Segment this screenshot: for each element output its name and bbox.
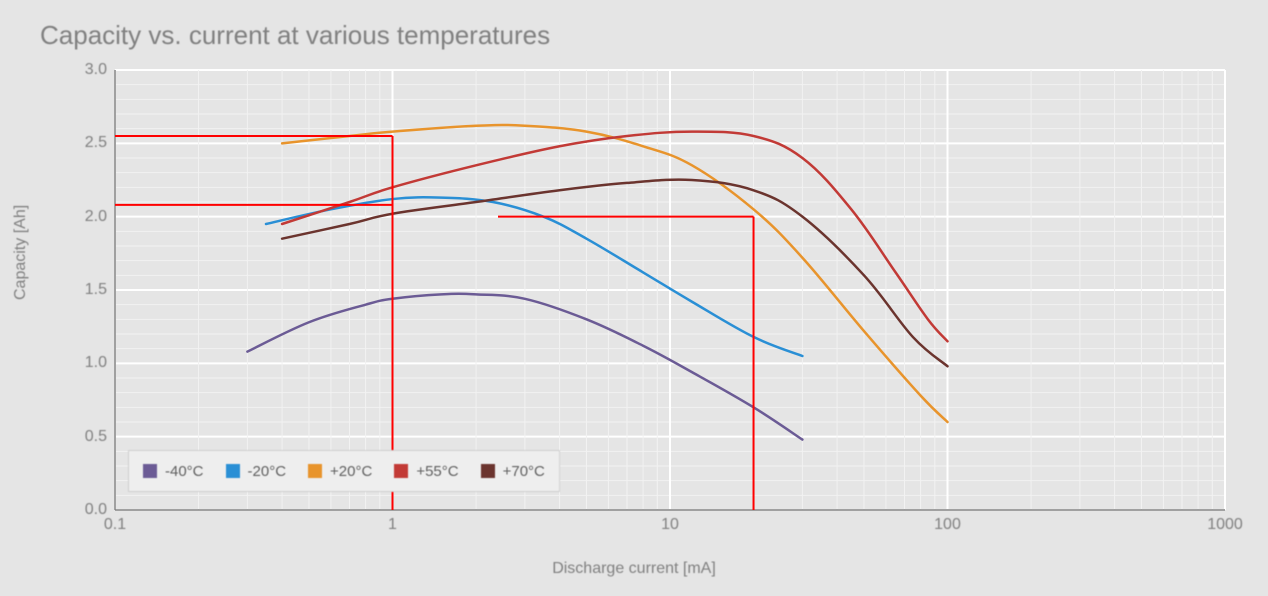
legend-label: +20°C (330, 463, 372, 480)
y-tick: 0.5 (67, 428, 107, 446)
chart-plot (0, 0, 1268, 596)
legend-swatch (226, 464, 240, 478)
y-tick: 2.5 (67, 134, 107, 152)
legend-item: +55°C (394, 463, 458, 480)
legend-item: +20°C (308, 463, 372, 480)
y-tick: 1.5 (67, 281, 107, 299)
y-tick: 1.0 (67, 354, 107, 372)
legend-label: -40°C (165, 463, 204, 480)
legend-label: +70°C (503, 463, 545, 480)
legend-label: +55°C (416, 463, 458, 480)
y-tick: 0.0 (67, 501, 107, 519)
legend-swatch (143, 464, 157, 478)
legend-swatch (394, 464, 408, 478)
x-tick: 1000 (1207, 516, 1243, 534)
x-tick: 1 (388, 516, 397, 534)
y-tick: 3.0 (67, 61, 107, 79)
legend-label: -20°C (248, 463, 287, 480)
legend-item: -40°C (143, 463, 204, 480)
x-tick: 0.1 (104, 516, 126, 534)
chart-container: Capacity vs. current at various temperat… (0, 0, 1268, 596)
y-tick: 2.0 (67, 208, 107, 226)
legend: -40°C -20°C +20°C +55°C +70°C (128, 450, 560, 492)
legend-swatch (481, 464, 495, 478)
legend-item: +70°C (481, 463, 545, 480)
legend-item: -20°C (226, 463, 287, 480)
x-tick: 10 (661, 516, 679, 534)
x-tick: 100 (934, 516, 961, 534)
legend-swatch (308, 464, 322, 478)
